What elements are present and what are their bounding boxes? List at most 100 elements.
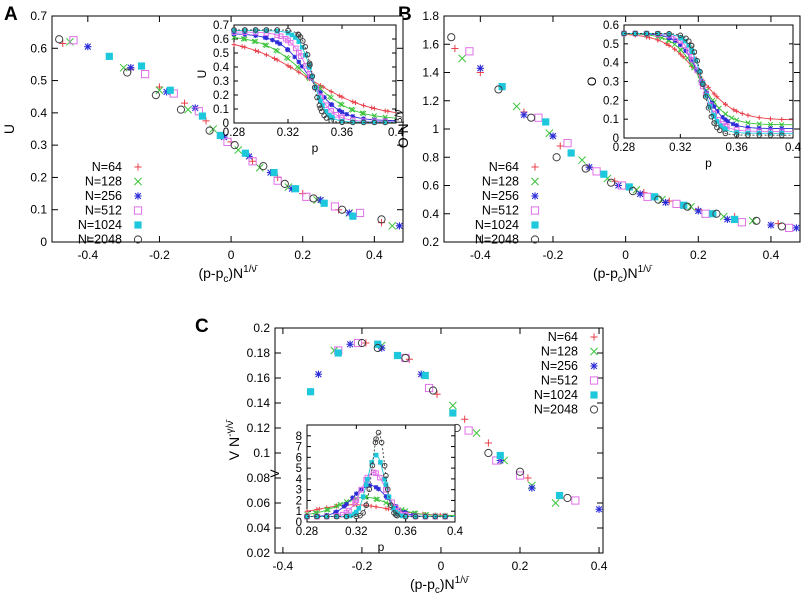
panel-b-point (465, 47, 474, 56)
panel-c-inset-point (344, 501, 349, 507)
panel-b-point (661, 198, 670, 207)
panel-c-point (448, 401, 457, 410)
panel-c-point (496, 451, 504, 460)
panel-b-inset-point (711, 120, 717, 126)
panel-b-series-n-512 (465, 47, 794, 232)
panel-c-point (449, 409, 457, 417)
panel-a-point (349, 212, 357, 220)
panel-a-inset-point (263, 27, 270, 33)
panel-c-legend-label: N=64 (548, 330, 578, 344)
panel-b-inset-ytick-label: 0.6 (603, 20, 619, 32)
panel-a-inset-point (272, 56, 277, 61)
panel-b-legend-marker (531, 221, 539, 229)
panel-a-inset-point (256, 49, 261, 54)
panel-c-inset-point (378, 439, 385, 446)
panel-b-point (607, 178, 616, 187)
panel-c-inset-point (304, 508, 310, 514)
panel-a-inset-point (320, 103, 325, 108)
panel-c-xtick-label: -0.4 (273, 559, 294, 573)
panel-a-inset-point (328, 117, 335, 124)
panel-b-inset-point (700, 81, 706, 88)
panel-b-inset-point (723, 102, 728, 107)
panel-c-point (306, 388, 315, 396)
panel-a-legend-marker (134, 192, 142, 200)
panel-c-inset-point (333, 510, 338, 515)
panel-b-inset-point (686, 43, 692, 48)
panel-b-inset-point (715, 108, 720, 114)
panel-a-inset-point (242, 36, 248, 42)
panel-a-inset-point (385, 108, 391, 114)
panel-b-point (625, 183, 633, 191)
panel-a-inset-point (231, 28, 237, 33)
panel-a-point (151, 91, 160, 100)
panel-a-point (141, 70, 150, 79)
panel-c-inset-point (384, 486, 391, 493)
panel-c-inset-xtick-label: 0.28 (296, 526, 318, 538)
panel-c-inset-point (393, 504, 399, 509)
panel-b-inset-point (706, 85, 711, 90)
panel-a-xlabel: (p-pc)N1/ν̄ (198, 264, 258, 285)
panel-a-inset-point (274, 28, 280, 34)
panel-a-inset-point (262, 35, 268, 40)
panel-a-point (137, 62, 146, 70)
panel-b-inset-point (723, 117, 728, 122)
panel-c-legend-label: N=128 (541, 345, 578, 359)
panel-c-legend-label: N=256 (541, 359, 578, 373)
panel-b-point (654, 195, 663, 204)
panel-c-inset-point (373, 452, 379, 458)
panel-a-inset-point (372, 119, 377, 125)
panel-a-inset-point (323, 108, 329, 114)
panel-a-inset-point (231, 27, 237, 33)
panel-b-inset-point (730, 121, 736, 127)
panel-b-inset-point (745, 132, 751, 138)
panel-c-point (492, 456, 501, 465)
panel-c-inset-point (373, 484, 379, 490)
panel-b-inset-point (714, 124, 720, 131)
panel-b-inset-point (756, 115, 762, 120)
panel-a-inset-point (283, 54, 290, 61)
panel-a-inset-point (318, 98, 323, 104)
panel-b-inset-point (731, 107, 737, 113)
panel-c-inset-ytick-label: 6 (296, 452, 302, 464)
panel-c-point (353, 338, 363, 348)
panel-a-inset-xlabel: p (312, 141, 319, 155)
panel-a-xtick-label: -0.2 (149, 248, 170, 262)
panel-a-inset-point (359, 110, 365, 116)
panel-a-inset-point (318, 83, 323, 88)
panel-c-inset-point (325, 506, 331, 513)
panel-a-inset-point (270, 37, 275, 43)
panel-b-inset-point (714, 119, 720, 124)
panel-c-inset-point (369, 460, 375, 465)
panel-b-inset-ytick-label: 0.1 (603, 114, 619, 126)
panel-c-point (346, 340, 354, 348)
panel-b-inset-point (745, 120, 751, 126)
panel-b-point (617, 181, 627, 190)
panel-a-point (388, 221, 397, 230)
panel-c-legend-marker (590, 333, 598, 341)
panel-c-ytick-label: 0.04 (247, 521, 271, 535)
panel-b-inset-point (756, 132, 763, 138)
panel-a-inset-point (337, 108, 342, 113)
panel-a-inset-point (297, 34, 304, 40)
panel-a-point (338, 205, 347, 214)
panel-c-inset-xlabel: p (378, 540, 385, 554)
panel-b-ylabel: O Nβ/ν̄ (394, 108, 411, 148)
panel-a-inset-point (313, 85, 318, 90)
panel-b-xtick-label: 0 (622, 248, 629, 262)
panel-a-inset-xtick-label: 0.32 (277, 127, 299, 139)
panel-a-inset-point (328, 89, 334, 94)
panel-c-inset-point (341, 504, 347, 509)
panel-a-inset-point (361, 103, 366, 108)
panel-b-inset-point (666, 31, 672, 37)
panel-c-legend-marker (589, 376, 599, 385)
panel-c-inset-point (383, 500, 389, 506)
panel-a-legend-marker (134, 177, 142, 186)
panel-b-legend-label: N=128 (482, 175, 519, 189)
panel-b-point (498, 83, 506, 91)
panel-a-inset-point (274, 27, 281, 33)
panel-b-ytick-label: 1.2 (422, 94, 439, 108)
panel-a-inset-curve (233, 44, 397, 114)
panel-b-inset-point (711, 104, 717, 109)
panel-b-legend-marker (531, 163, 539, 171)
